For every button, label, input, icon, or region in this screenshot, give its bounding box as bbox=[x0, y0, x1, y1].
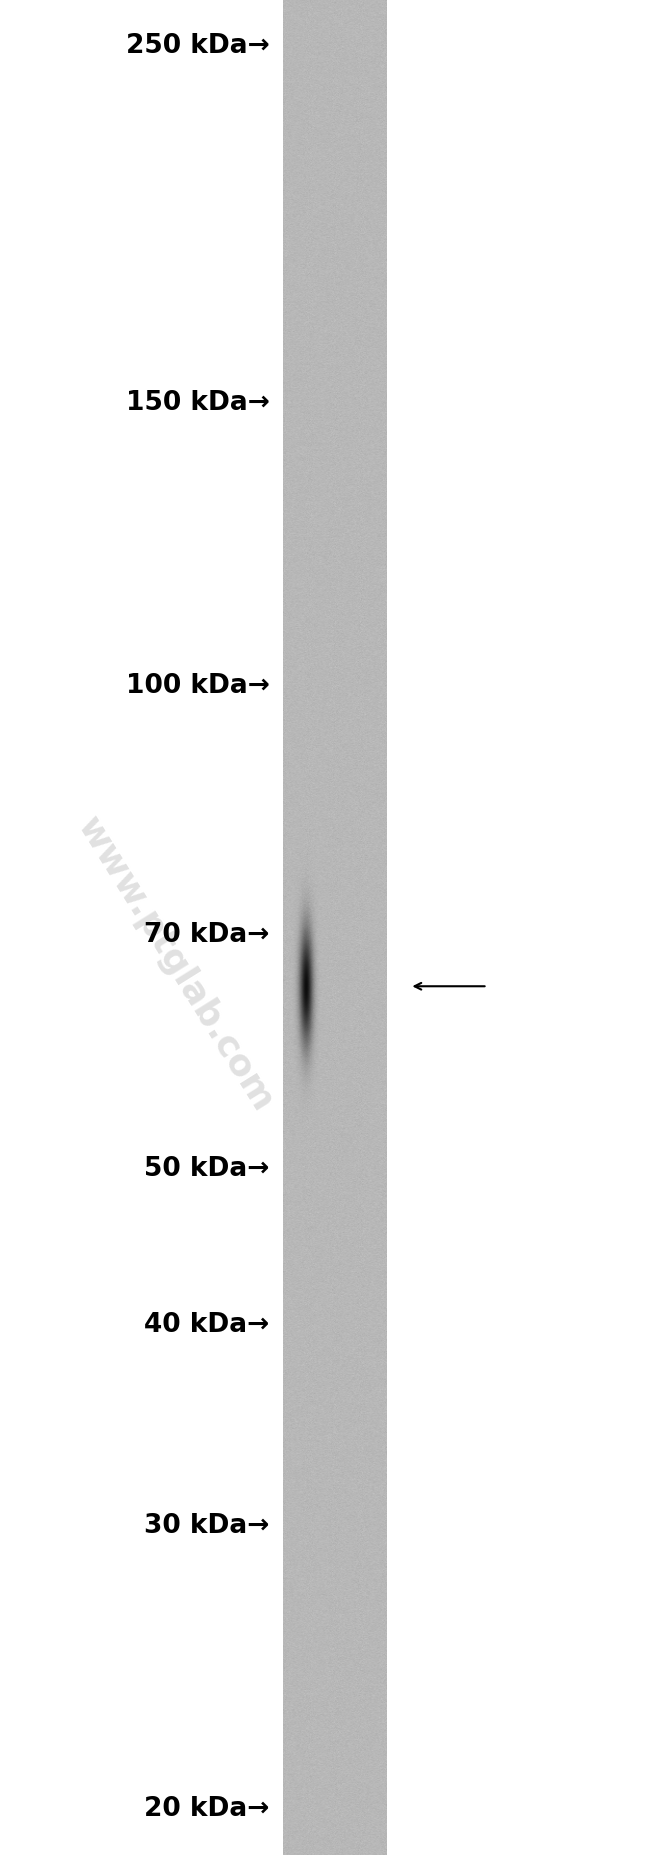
Text: 250 kDa→: 250 kDa→ bbox=[126, 33, 270, 59]
Text: 50 kDa→: 50 kDa→ bbox=[144, 1156, 270, 1182]
Text: 20 kDa→: 20 kDa→ bbox=[144, 1796, 270, 1822]
Text: 70 kDa→: 70 kDa→ bbox=[144, 922, 270, 948]
Text: www.ptglab.com: www.ptglab.com bbox=[71, 811, 280, 1119]
Text: 40 kDa→: 40 kDa→ bbox=[144, 1311, 270, 1337]
Text: 30 kDa→: 30 kDa→ bbox=[144, 1512, 270, 1540]
Text: 150 kDa→: 150 kDa→ bbox=[126, 390, 270, 416]
Text: 100 kDa→: 100 kDa→ bbox=[126, 673, 270, 699]
